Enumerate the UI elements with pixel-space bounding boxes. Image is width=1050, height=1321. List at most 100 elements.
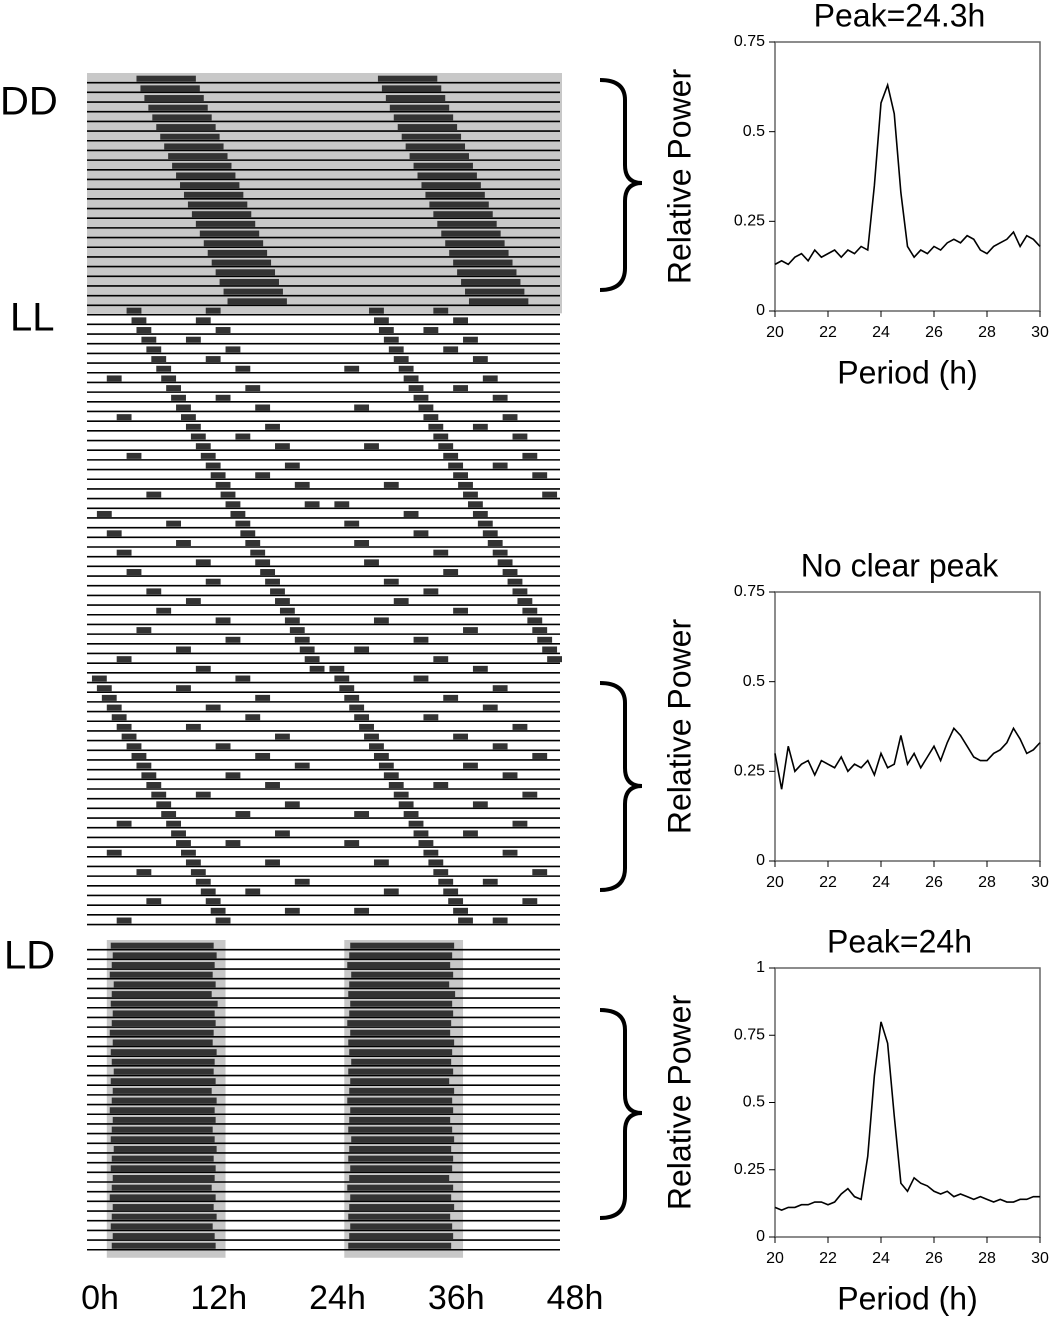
activity-bout (383, 481, 399, 488)
activity-bout (190, 869, 206, 876)
activity-bout (542, 646, 558, 653)
activity-bout (344, 365, 360, 372)
activity-bout (156, 365, 172, 372)
activity-bout (151, 791, 167, 798)
activity-bout (265, 859, 280, 866)
activity-bout (126, 452, 142, 459)
x-tick-label: 0h (81, 1279, 119, 1317)
activity-bout (463, 491, 478, 498)
activity-bout (289, 627, 305, 634)
activity-bout (393, 598, 409, 605)
activity-bout (350, 1029, 451, 1036)
activity-bout (461, 278, 521, 285)
activity-bout (512, 588, 528, 595)
activity-bout (131, 317, 147, 324)
activity-bout (472, 423, 488, 430)
activity-bout (112, 1204, 214, 1211)
activity-bout (383, 772, 399, 779)
power-line (774, 82, 1041, 266)
activity-bout (200, 452, 216, 459)
activity-bout (235, 365, 251, 372)
activity-bout (428, 859, 444, 866)
activity-bout (537, 636, 553, 643)
x-tick-label: 22 (819, 874, 837, 891)
activity-bout (383, 578, 399, 585)
activity-bout (116, 917, 132, 924)
activity-bout (110, 1136, 215, 1143)
activity-bout (385, 95, 446, 102)
activity-bout (245, 888, 261, 895)
activity-bout (111, 962, 215, 969)
activity-bout (423, 414, 439, 421)
activity-bout (215, 394, 231, 401)
activity-bout (294, 636, 310, 643)
activity-bout (148, 104, 208, 111)
activity-bout (126, 569, 142, 576)
activity-bout (112, 1175, 215, 1181)
activity-bout (255, 694, 271, 701)
activity-bout (522, 607, 538, 614)
activity-bout (398, 365, 414, 372)
y-tick-label: 0 (756, 852, 765, 869)
activity-bout (141, 772, 157, 779)
activity-bout (482, 530, 498, 537)
activity-bout (166, 820, 182, 827)
y-tick-label: 0.25 (734, 213, 765, 230)
activity-bout (492, 394, 508, 401)
activity-bout (187, 201, 248, 208)
activity-bout (96, 685, 112, 692)
power-line (774, 726, 1041, 790)
activity-bout (304, 501, 320, 508)
activity-bout (111, 1242, 216, 1249)
brace (599, 78, 643, 292)
power-line (774, 1021, 1040, 1211)
activity-bout (351, 1136, 455, 1143)
activity-bout (140, 85, 200, 92)
activity-bout (443, 694, 459, 701)
activity-bout (347, 1097, 453, 1104)
activity-bout (347, 1020, 452, 1027)
activity-bout (146, 782, 162, 788)
section-label: LD (4, 934, 55, 978)
x-axis-label: Period (h) (837, 1280, 978, 1316)
activity-bout (433, 549, 449, 556)
activity-bout (522, 452, 538, 459)
activity-bout (110, 1049, 217, 1056)
activity-bout (453, 733, 468, 740)
x-tick-label: 28 (978, 874, 996, 891)
y-tick-label: 0.25 (734, 763, 765, 780)
activity-bout (304, 656, 320, 663)
activity-bout (255, 472, 271, 479)
section-label: LL (10, 296, 55, 340)
activity-bout (350, 1223, 453, 1230)
activity-bout (205, 704, 221, 711)
activity-bout (348, 1068, 454, 1075)
activity-bout (96, 510, 112, 517)
activity-bout (433, 307, 449, 314)
y-tick-label: 0.5 (743, 673, 765, 690)
activity-bout (463, 336, 478, 343)
activity-bout (110, 1223, 213, 1230)
x-tick-label: 26 (925, 874, 943, 891)
activity-bout (477, 520, 493, 527)
activity-bout (294, 878, 310, 885)
activity-bout (144, 95, 204, 102)
activity-bout (152, 114, 212, 121)
activity-bout (284, 462, 300, 469)
activity-bout (443, 346, 459, 353)
activity-bout (522, 898, 538, 905)
activity-bout (156, 607, 172, 614)
activity-bout (136, 327, 152, 334)
activity-bout (397, 124, 458, 131)
activity-bout (111, 991, 212, 998)
activity-bout (195, 317, 211, 324)
activity-bout (417, 172, 477, 179)
y-axis-label: Relative Power (661, 69, 697, 285)
activity-bout (240, 530, 256, 537)
activity-bout (364, 443, 379, 450)
activity-bout (109, 1194, 216, 1201)
activity-bout (245, 714, 261, 721)
activity-bout (255, 752, 271, 759)
activity-bout (458, 481, 473, 488)
activity-bout (448, 898, 464, 905)
